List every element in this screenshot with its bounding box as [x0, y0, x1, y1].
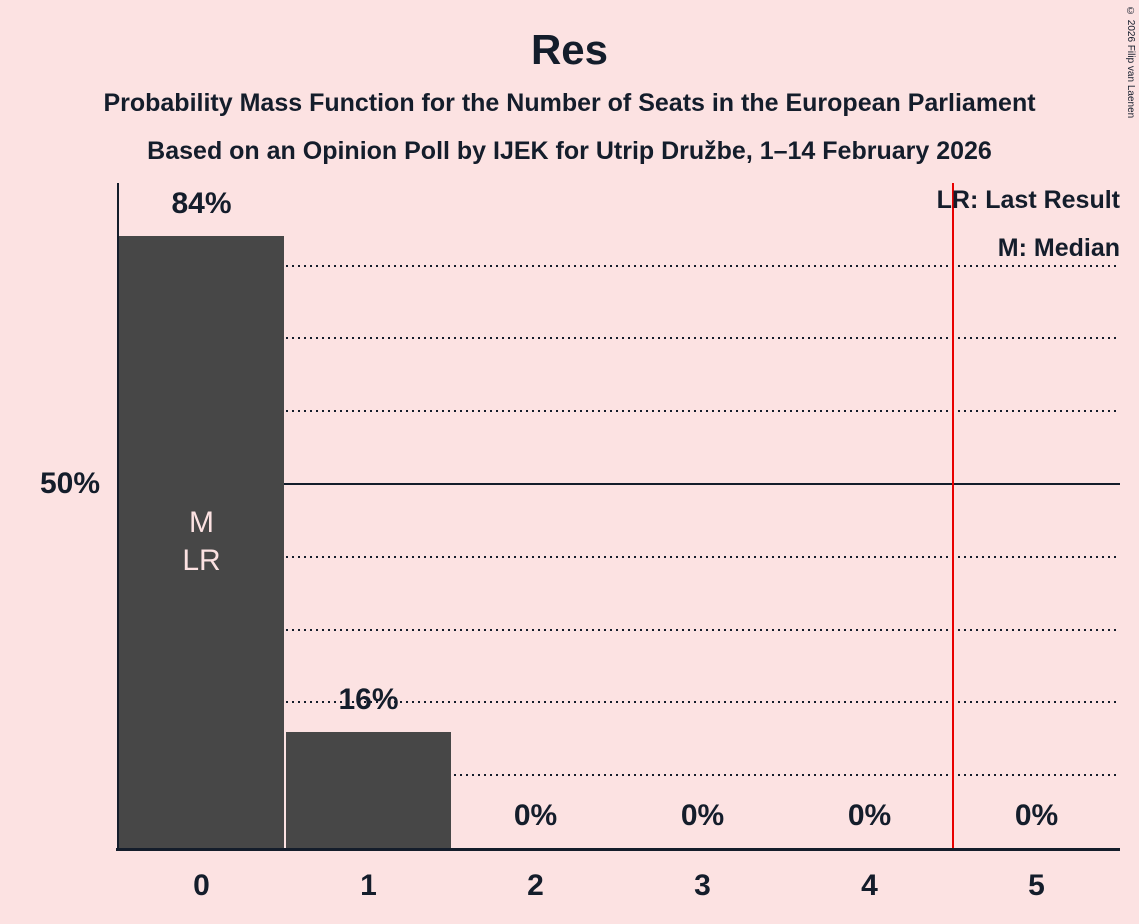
chart-subtitle-2: Based on an Opinion Poll by IJEK for Utr…	[147, 137, 992, 165]
x-tick-3: 3	[694, 869, 711, 902]
x-tick-4: 4	[861, 869, 878, 902]
legend-median: M: Median	[997, 234, 1120, 262]
bar-value-label-3: 0%	[680, 799, 725, 832]
plot-area: M LR 84% 16% 0% 0% 0% 0%	[116, 183, 1120, 851]
bar-0: M LR	[119, 236, 284, 848]
gridline-dotted-60	[118, 410, 1120, 413]
x-tick-1: 1	[360, 869, 377, 902]
x-tick-5: 5	[1028, 869, 1045, 902]
chart-title: Res	[530, 26, 609, 73]
bar-value-label-0: 84%	[171, 187, 232, 221]
bar-1	[286, 731, 451, 848]
copyright-text: © 2026 Filip van Laenen	[1125, 6, 1136, 119]
bar-value-label-4: 0%	[847, 799, 892, 832]
gridline-dotted-20	[118, 701, 1120, 704]
x-axis-line	[116, 848, 1120, 851]
bar-value-label-2: 0%	[513, 799, 558, 832]
bar-value-label-1: 16%	[338, 682, 399, 716]
gridline-dotted-10	[118, 774, 1120, 777]
y-axis-line	[117, 183, 119, 848]
bar-value-label-5: 0%	[1014, 799, 1059, 832]
gridline-dotted-70	[118, 337, 1120, 340]
x-tick-2: 2	[527, 869, 544, 902]
annotation-line-m: M	[188, 506, 214, 540]
bar-annotation-m-lr: M LR	[182, 504, 220, 580]
gridline-solid-50	[118, 483, 1120, 485]
annotation-line-lr: LR	[182, 544, 221, 578]
legend-last-result: LR: Last Result	[936, 186, 1120, 214]
gridline-dotted-40	[118, 555, 1120, 558]
chart-subtitle-1: Probability Mass Function for the Number…	[103, 89, 1036, 117]
x-tick-0: 0	[193, 869, 210, 902]
gridline-dotted-80	[118, 264, 1120, 267]
red-vertical-line	[952, 183, 954, 848]
y-axis-50-label: 50%	[39, 467, 100, 500]
x-axis-ticks: 0 1 2 3 4 5	[118, 869, 1120, 903]
gridline-dotted-30	[118, 628, 1120, 631]
